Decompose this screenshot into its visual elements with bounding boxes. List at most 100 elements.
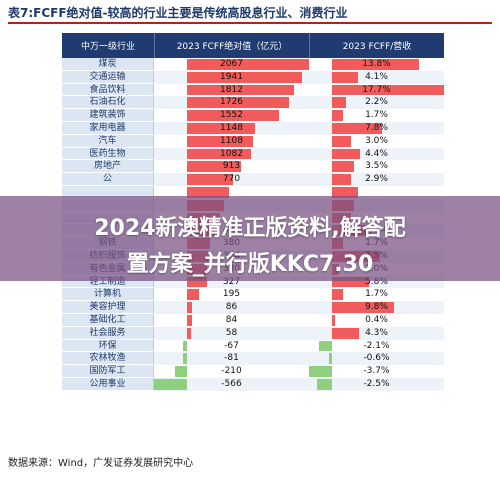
- industry-cell: 公用事业: [62, 377, 154, 391]
- fcff-bar: [187, 314, 193, 326]
- ratio-bar: [332, 59, 420, 70]
- industry-cell: 煤炭: [62, 58, 154, 71]
- fcff-bar: [187, 84, 294, 96]
- ratio-cell: 7.8%: [309, 122, 444, 135]
- ratio-bar: [309, 366, 333, 377]
- fcff-bar: [187, 161, 242, 173]
- banner-line-2: 置方案_并行版KKC7.30: [126, 252, 374, 277]
- fcff-cell: 1726: [154, 96, 309, 109]
- fcff-value: 1082: [220, 148, 243, 159]
- fcff-value: 2067: [220, 59, 243, 69]
- ratio-value: 3.0%: [365, 135, 388, 146]
- table-row: 环保 -67 -2.1%: [62, 339, 444, 353]
- industry-cell: 交通运输: [62, 70, 154, 84]
- fcff-table: 中万一级行业 2023 FCFF绝对值（亿元） 2023 FCFF/营收 煤炭 2…: [62, 33, 444, 391]
- fcff-bar: [187, 327, 191, 339]
- ratio-cell: 2.2%: [309, 96, 444, 109]
- table-row: 建筑装饰 1552 1.7%: [62, 109, 444, 122]
- fcff-cell: 913: [154, 160, 309, 173]
- fcff-bar: [187, 148, 251, 160]
- industry-cell: 基础化工: [62, 313, 154, 327]
- fcff-bar: [174, 366, 188, 377]
- fcff-value: 58: [225, 327, 238, 338]
- ratio-cell: 4.3%: [309, 327, 444, 340]
- table-row: 基础化工 84 0.4%: [62, 313, 444, 327]
- fcff-cell: 327: [154, 276, 309, 289]
- fcff-cell: 770: [154, 173, 309, 186]
- ratio-bar: [332, 161, 355, 173]
- fcff-value: 1726: [220, 97, 243, 108]
- table-row: [62, 185, 444, 199]
- ratio-bar: [328, 353, 333, 365]
- source-note: 数据来源：Wind，广发证券发展研究中心: [8, 458, 194, 469]
- fcff-value: 1941: [220, 71, 243, 82]
- fcff-bar: [187, 59, 309, 70]
- industry-cell: 石油石化: [62, 96, 154, 110]
- ratio-bar: [332, 314, 335, 326]
- fcff-cell: 195: [154, 288, 309, 301]
- fcff-cell: 1108: [154, 135, 309, 148]
- fcff-bar: [154, 378, 188, 390]
- ratio-cell: 17.7%: [309, 84, 444, 97]
- fcff-cell: 86: [154, 301, 309, 314]
- fcff-bar: [182, 353, 188, 365]
- industry-cell: 公: [62, 173, 154, 186]
- ratio-value: 4.3%: [365, 327, 388, 338]
- fcff-cell: -210: [154, 365, 309, 378]
- ratio-cell: 0.4%: [309, 314, 444, 327]
- fcff-cell: [154, 186, 309, 199]
- ratio-value: 2.2%: [365, 97, 388, 108]
- fcff-value: 1148: [220, 122, 243, 133]
- fcff-bar: [183, 340, 188, 352]
- ratio-value: 1.7%: [365, 289, 388, 300]
- ratio-cell: 4.4%: [309, 148, 444, 161]
- fcff-bar: [187, 302, 193, 313]
- industry-cell: 计算机: [62, 288, 154, 302]
- fcff-cell: -566: [154, 378, 309, 391]
- ratio-value: 3.5%: [365, 161, 388, 172]
- ratio-bar: [332, 148, 361, 160]
- fcff-value: 1108: [220, 135, 243, 146]
- fcff-value: -81: [224, 353, 239, 364]
- industry-cell: 家用电器: [62, 121, 154, 135]
- table-row: 公 770 2.9%: [62, 173, 444, 186]
- ratio-cell: 1.7%: [309, 288, 444, 301]
- ratio-cell: 3.5%: [309, 160, 444, 173]
- industry-cell: 环保: [62, 339, 154, 353]
- ratio-bar: [332, 276, 369, 288]
- table-header: 中万一级行业 2023 FCFF绝对值（亿元） 2023 FCFF/营收: [62, 33, 444, 58]
- ratio-value: 0.4%: [365, 314, 388, 325]
- ratio-bar: [332, 71, 359, 83]
- ratio-bar: [332, 174, 351, 185]
- table-row: 煤炭 2067 13.8%: [62, 58, 444, 71]
- table-row: 美容护理 86 9.8%: [62, 301, 444, 314]
- fcff-value: -566: [221, 378, 242, 389]
- table-row: 公用事业 -566 -2.5%: [62, 377, 444, 391]
- fcff-cell: 2067: [154, 58, 309, 71]
- fcff-cell: 84: [154, 314, 309, 327]
- fcff-value: 84: [225, 314, 238, 325]
- fcff-bar: [187, 186, 229, 198]
- ratio-bar: [332, 135, 352, 147]
- ratio-cell: -3.7%: [309, 365, 444, 378]
- ratio-value: 7.8%: [365, 122, 388, 133]
- fcff-bar: [187, 97, 289, 109]
- fcff-cell: 1552: [154, 109, 309, 122]
- fcff-bar: [187, 110, 279, 121]
- ratio-value: 2.9%: [365, 174, 388, 185]
- ratio-cell: 4.1%: [309, 71, 444, 84]
- table-row: 医药生物 1082 4.4%: [62, 147, 444, 161]
- fcff-bar: [187, 276, 207, 288]
- fcff-value: 913: [222, 161, 241, 172]
- table-row: 农林牧渔 -81 -0.6%: [62, 352, 444, 366]
- table-body: 煤炭 2067 13.8% 交通运输 1941 4.1% 食品饮料 1812 17.7% 石油石化…: [62, 58, 444, 391]
- industry-cell: 美容护理: [62, 301, 154, 314]
- table-row: 汽车 1108 3.0%: [62, 134, 444, 148]
- ratio-value: 5.8%: [365, 276, 388, 287]
- table-row: 食品饮料 1812 17.7%: [62, 83, 444, 97]
- ratio-cell: 3.0%: [309, 135, 444, 148]
- fcff-value: 1552: [220, 110, 243, 121]
- fcff-value: 86: [225, 302, 238, 313]
- fcff-value: -210: [221, 366, 242, 377]
- header-ratio: 2023 FCFF/营收: [309, 33, 444, 58]
